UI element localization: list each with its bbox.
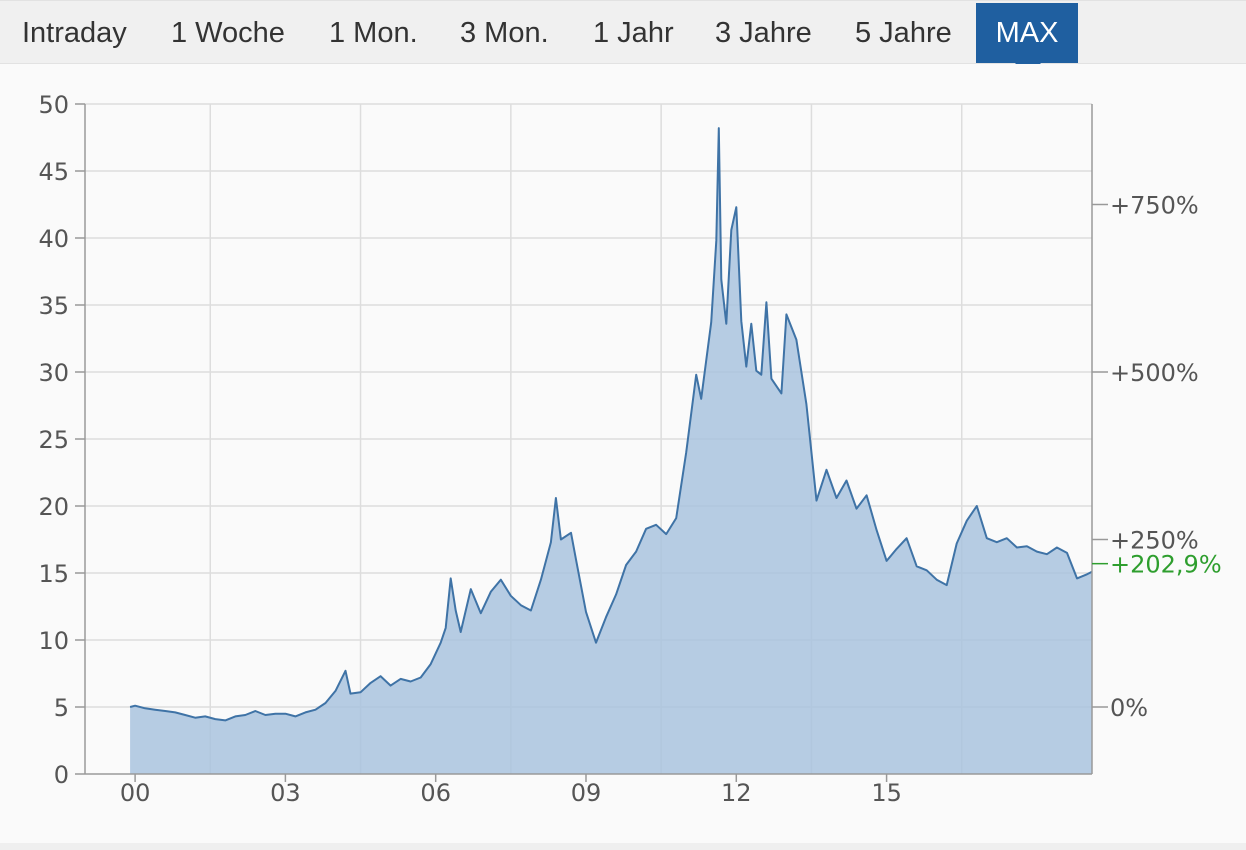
y-tick-label: 5 bbox=[54, 694, 69, 722]
x-tick-label: 00 bbox=[120, 779, 151, 807]
y2-tick-label: +500% bbox=[1110, 359, 1199, 387]
y-tick-label: 10 bbox=[38, 627, 69, 655]
y2-tick-label: 0% bbox=[1110, 694, 1148, 722]
price-chart: 0 5 10 15 20 25 30 35 40 45 50 00 03 06 09 12 15 +750% +50… bbox=[38, 91, 1222, 807]
bottom-divider bbox=[0, 843, 1246, 850]
y-tick-label: 35 bbox=[38, 292, 69, 320]
x-tick-label: 03 bbox=[270, 779, 301, 807]
timeframe-tabbar: Intraday 1 Woche 1 Mon. 3 Mon. 1 Jahr 3 … bbox=[0, 0, 1246, 64]
y-tick-label: 45 bbox=[38, 158, 69, 186]
tab-max[interactable]: MAX bbox=[976, 3, 1078, 63]
tab-1-woche[interactable]: 1 Woche bbox=[171, 17, 285, 49]
tab-3-mon[interactable]: 3 Mon. bbox=[460, 17, 549, 49]
tab-3-jahre[interactable]: 3 Jahre bbox=[715, 17, 812, 49]
x-tick-label: 09 bbox=[571, 779, 602, 807]
x-tick-label: 15 bbox=[871, 779, 902, 807]
y-tick-label: 15 bbox=[38, 560, 69, 588]
y-tick-label: 25 bbox=[38, 426, 69, 454]
y2-tick-label: +250% bbox=[1110, 527, 1199, 555]
tab-intraday[interactable]: Intraday bbox=[22, 17, 127, 49]
y-tick-label: 30 bbox=[38, 359, 69, 387]
last-change-label: +202,9% bbox=[1110, 551, 1222, 579]
price-line bbox=[129, 127, 1093, 722]
x-tick-label: 12 bbox=[721, 779, 752, 807]
y-tick-label: 40 bbox=[38, 225, 69, 253]
y-tick-label: 20 bbox=[38, 493, 69, 521]
tab-1-jahr[interactable]: 1 Jahr bbox=[593, 17, 674, 49]
tab-1-mon[interactable]: 1 Mon. bbox=[329, 17, 418, 49]
price-area bbox=[130, 128, 1093, 775]
y2-tick-label: +750% bbox=[1110, 192, 1199, 220]
y-tick-label: 0 bbox=[54, 761, 69, 789]
tab-5-jahre[interactable]: 5 Jahre bbox=[855, 17, 952, 49]
x-tick-label: 06 bbox=[420, 779, 451, 807]
y-tick-label: 50 bbox=[38, 91, 69, 119]
